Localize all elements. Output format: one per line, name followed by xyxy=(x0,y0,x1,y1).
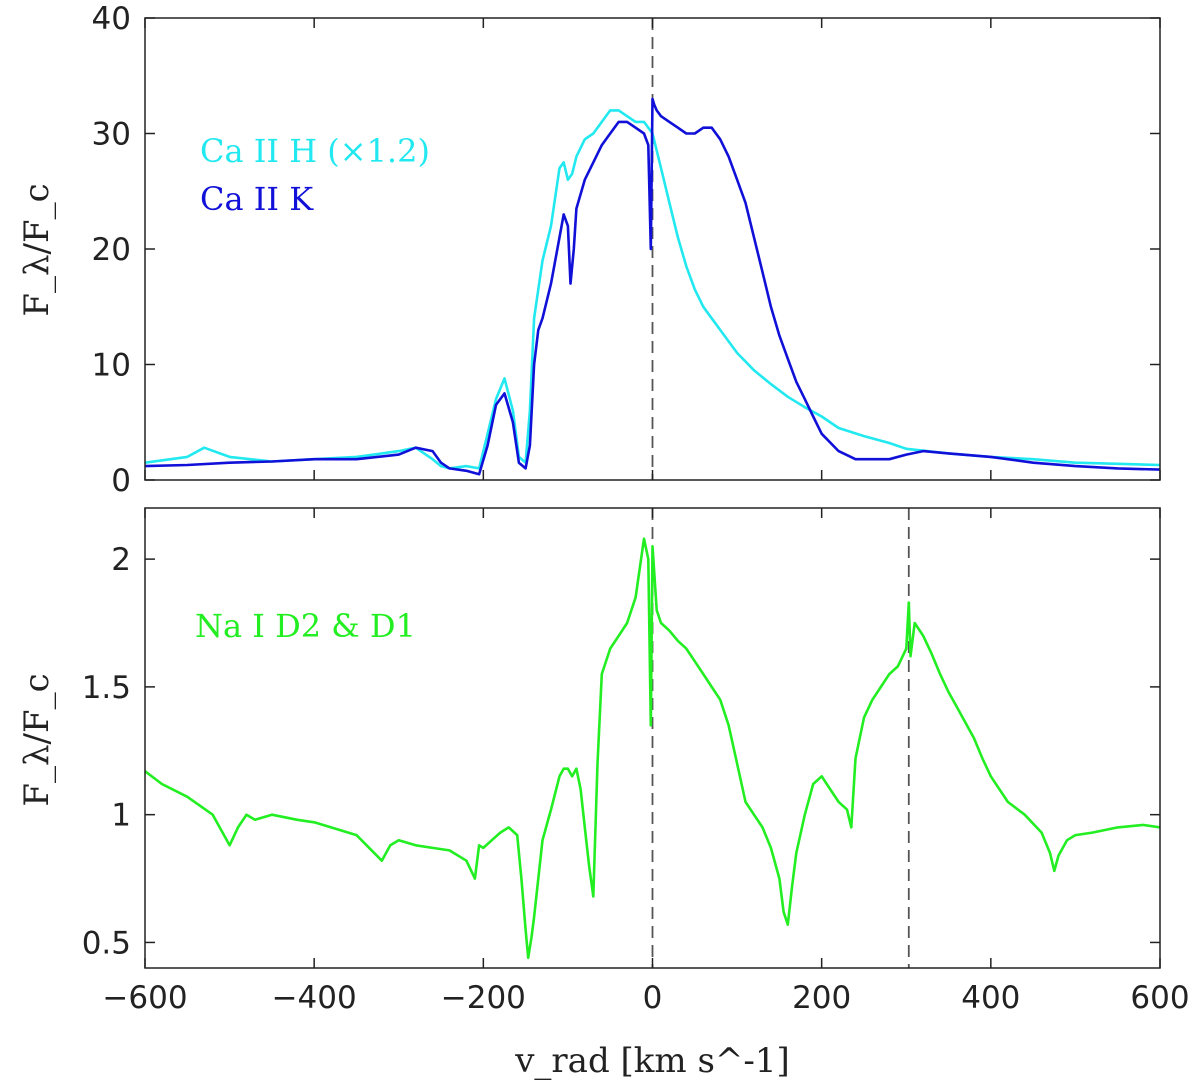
y-axis-label: F_λ/F_c xyxy=(17,673,57,806)
y-tick-label: 0.5 xyxy=(82,925,131,961)
series-line-na-i-d xyxy=(144,537,1161,960)
x-tick-label: −600 xyxy=(102,980,187,1016)
legend-entry-ca-ii-h: Ca II H (×1.2) xyxy=(200,132,430,170)
y-tick-label: 0 xyxy=(111,463,131,499)
y-tick-label: 20 xyxy=(92,232,131,268)
x-tick-label: 400 xyxy=(961,980,1020,1016)
y-tick-label: 2 xyxy=(111,542,131,578)
y-tick-label: 1 xyxy=(111,798,131,834)
series-line-ca-ii-h xyxy=(144,109,1161,470)
legend-entry-ca-ii-k: Ca II K xyxy=(200,180,314,218)
y-tick-label: 40 xyxy=(92,1,131,37)
x-tick-label: 200 xyxy=(792,980,851,1016)
y-tick-label: 30 xyxy=(92,117,131,153)
x-tick-label: 600 xyxy=(1130,980,1189,1016)
series-line-ca-ii-k xyxy=(144,97,1161,476)
y-tick-label: 1.5 xyxy=(82,670,131,706)
x-tick-label: −200 xyxy=(441,980,526,1016)
y-axis-label: F_λ/F_c xyxy=(17,183,57,316)
x-axis-label: v_rad [km s^-1] xyxy=(514,1041,790,1081)
top-panel: 0 10 20 30 40 F_λ/F_c Ca II H (×1.2) Ca II K xyxy=(17,1,1161,499)
y-tick-label: 10 xyxy=(92,348,131,384)
legend-entry-na-i-d: Na I D2 & D1 xyxy=(195,607,416,645)
x-tick-label: 0 xyxy=(643,980,663,1016)
bottom-panel: 0.5 1 1.5 2 −600 −400 −200 0 200 400 600 F_λ/F_c Na … xyxy=(17,507,1190,1081)
x-tick-label: −400 xyxy=(272,980,357,1016)
